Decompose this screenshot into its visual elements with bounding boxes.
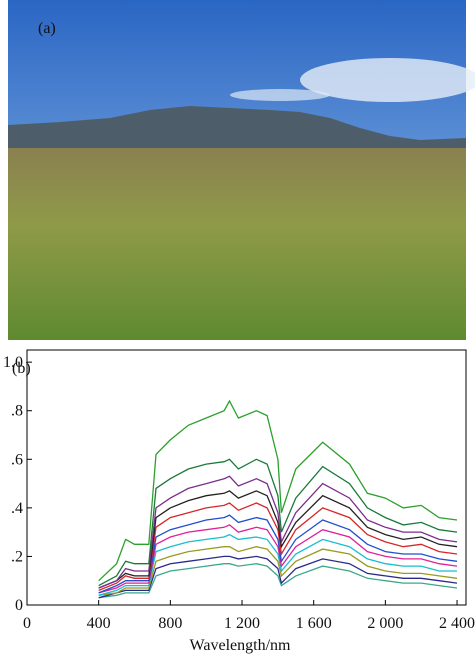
photo: (a): [8, 0, 475, 340]
spectrum-line: [98, 514, 458, 594]
x-axis-label: Wavelength/nm: [190, 637, 291, 654]
spectrum-line: [98, 502, 458, 592]
spectrum-line: [98, 475, 458, 589]
spectrum-line: [98, 546, 458, 596]
y-tick-label: 1.0: [3, 354, 23, 371]
y-tick-label: .2: [11, 548, 23, 565]
x-tick-label: 1 600: [296, 615, 332, 632]
spectrum-line: [98, 458, 458, 587]
ground: [8, 148, 466, 340]
y-tick-label: .8: [11, 403, 23, 420]
y-tick-label: 0: [15, 597, 23, 614]
x-tick-label: 2 400: [439, 615, 475, 632]
spectrum-line: [98, 563, 458, 599]
spectrum-line: [98, 399, 458, 582]
mountains: [8, 106, 466, 150]
cloud: [230, 89, 330, 101]
x-tick-label: 400: [87, 615, 111, 632]
spectrum-line: [98, 490, 458, 589]
x-tick-label: 1 200: [224, 615, 260, 632]
spectrum-line: [98, 524, 458, 594]
plot-frame: [26, 349, 467, 606]
x-tick-label: 2 000: [367, 615, 403, 632]
spectrum-line: [98, 533, 457, 596]
cloud: [300, 58, 475, 102]
y-tick-label: .4: [11, 500, 23, 517]
spectrum-line: [98, 555, 458, 599]
y-tick-label: .6: [11, 451, 23, 468]
x-tick-label: 800: [158, 615, 182, 632]
panel-label: (b): [12, 360, 31, 377]
panel-label: (a): [38, 20, 56, 37]
x-tick-label: 0: [23, 615, 31, 632]
